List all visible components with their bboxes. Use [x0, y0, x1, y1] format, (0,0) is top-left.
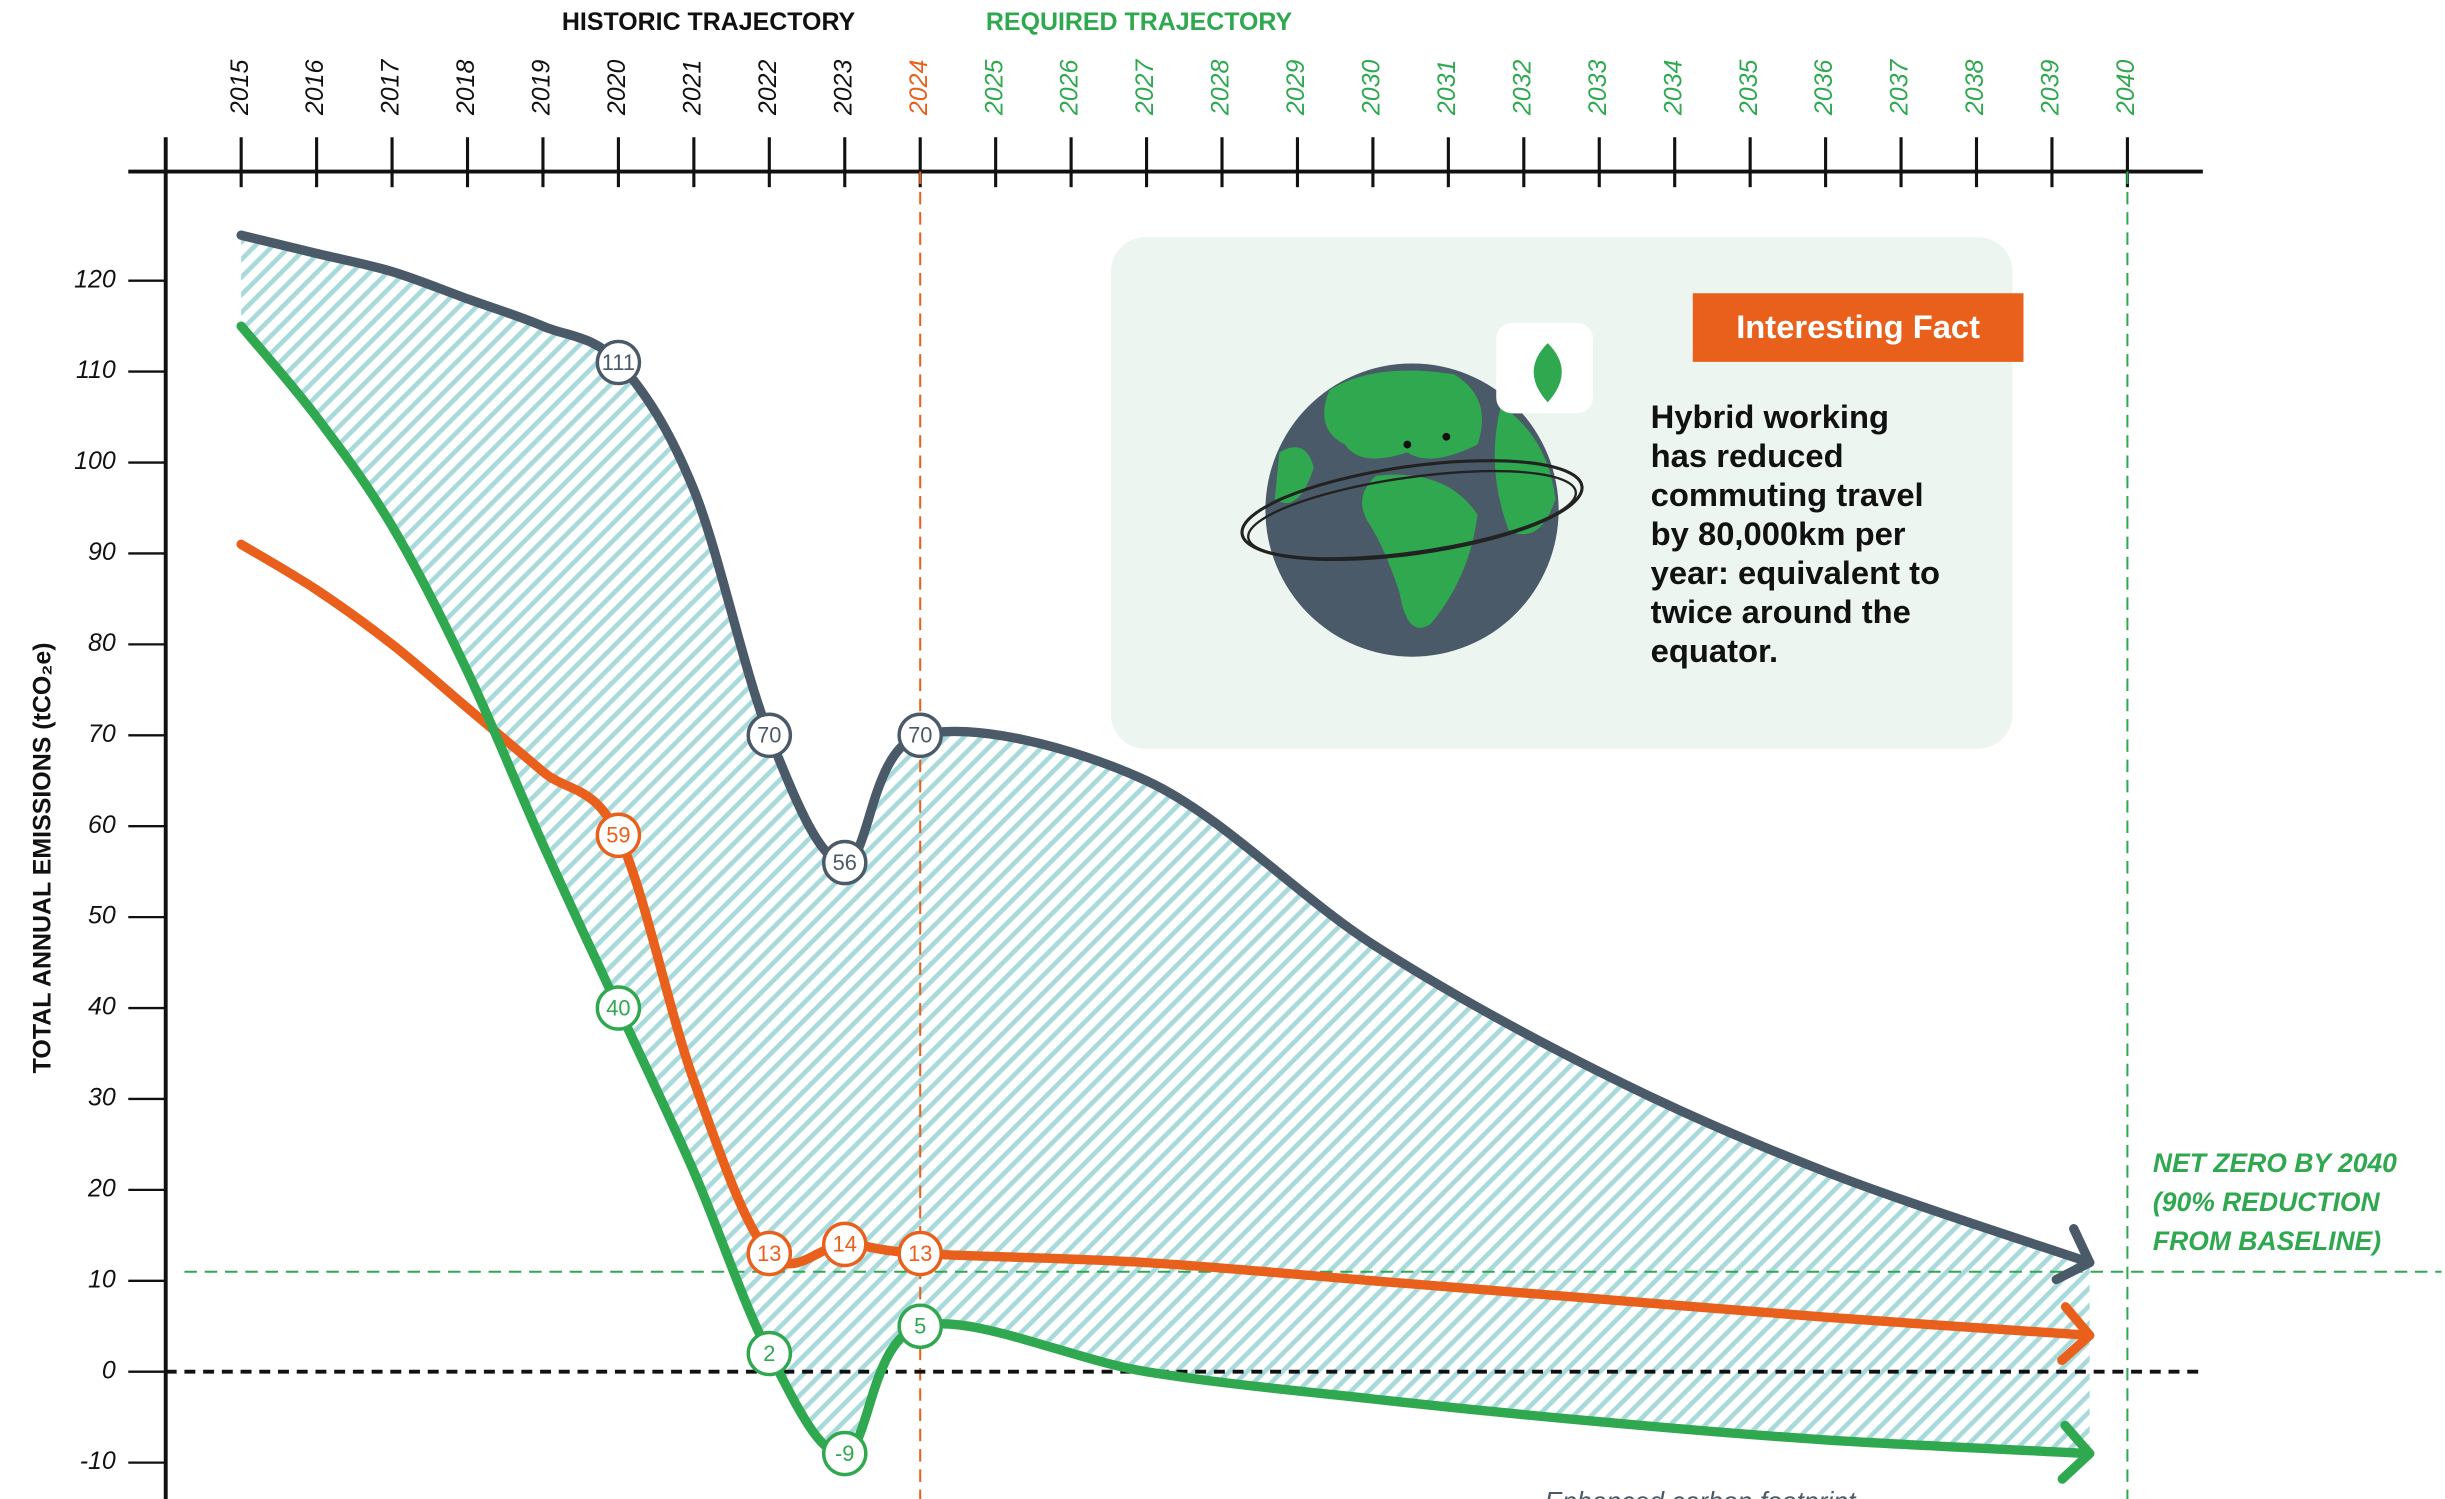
y-tick-label: -10 — [80, 1447, 116, 1475]
data-point — [746, 712, 793, 759]
y-tick-label: 100 — [74, 447, 116, 475]
data-label: 70 — [908, 723, 932, 748]
x-tick-label: 2031 — [1433, 60, 1461, 116]
data-label: 40 — [606, 995, 630, 1020]
y-tick-label: 20 — [87, 1174, 116, 1202]
data-label: 13 — [757, 1241, 781, 1266]
data-point — [595, 812, 642, 859]
x-tick-label: 2034 — [1659, 60, 1687, 116]
y-tick-label: 120 — [74, 265, 116, 293]
arrow-head — [2057, 1302, 2095, 1366]
data-label: 13 — [908, 1241, 932, 1266]
x-tick-label: 2015 — [226, 59, 254, 116]
fact-badge — [1692, 293, 2024, 362]
data-point — [897, 1230, 943, 1277]
y-tick-label: 90 — [88, 538, 116, 566]
y-tick-label: 50 — [88, 902, 116, 930]
target-note: FROM BASELINE) — [2153, 1226, 2381, 1256]
data-point — [897, 1303, 943, 1350]
x-tick-label: 2035 — [1735, 59, 1763, 116]
x-tick-label: 2022 — [754, 59, 782, 116]
x-tick-label: 2027 — [1131, 58, 1159, 116]
data-point — [821, 1221, 868, 1268]
arrow-head — [2051, 1224, 2095, 1285]
x-tick-label: 2023 — [829, 59, 857, 116]
data-point — [595, 339, 642, 386]
data-point — [821, 839, 868, 886]
series-line — [236, 321, 2095, 1459]
arrow-head — [2057, 1420, 2095, 1484]
x-tick-label: 2025 — [980, 59, 1008, 116]
fact-text: equator. — [1651, 632, 1778, 669]
y-tick-label: 0 — [102, 1356, 116, 1384]
data-point — [595, 985, 642, 1031]
data-label: 59 — [606, 823, 630, 848]
y-tick-label: 30 — [88, 1084, 116, 1112]
x-tick-label: 2033 — [1584, 59, 1612, 116]
y-tick-label: 80 — [88, 629, 116, 657]
data-point — [821, 1430, 868, 1477]
x-tick-label: 2037 — [1886, 58, 1914, 116]
x-tick-label: 2039 — [2037, 59, 2065, 116]
y-tick-label: 60 — [88, 811, 116, 839]
fact-text: year: equivalent to — [1651, 554, 1940, 591]
data-label: -9 — [835, 1441, 854, 1466]
fact-text: by 80,000km per — [1651, 515, 1906, 552]
x-tick-label: 2032 — [1508, 59, 1536, 116]
x-tick-label: 2026 — [1056, 59, 1084, 116]
header-left: HISTORIC TRAJECTORY — [562, 8, 856, 36]
x-tick-label: 2019 — [528, 59, 556, 116]
y-tick-label: 110 — [76, 356, 116, 384]
data-label: 2 — [763, 1341, 775, 1366]
y-tick-label: 10 — [88, 1265, 116, 1293]
target-note: (90% REDUCTION — [2153, 1187, 2381, 1217]
x-tick-label: 2021 — [678, 60, 706, 116]
x-tick-label: 2030 — [1358, 59, 1386, 116]
x-tick-label: 2017 — [377, 58, 405, 116]
y-tick-label: 70 — [88, 720, 116, 748]
x-tick-label: 2018 — [452, 59, 480, 116]
footer-note: Enhanced carbon footprint — [1545, 1487, 1857, 1499]
fact-text: twice around the — [1651, 593, 1911, 630]
fact-text: Hybrid working — [1651, 398, 1889, 435]
header-right: REQUIRED TRAJECTORY — [986, 8, 1293, 36]
x-tick-label: 2040 — [2112, 59, 2140, 116]
hatched-band — [241, 235, 2090, 1454]
y-axis-label: TOTAL ANNUAL EMISSIONS (tCO₂e) — [29, 642, 57, 1073]
x-tick-label: 2024 — [905, 60, 933, 116]
data-label: 14 — [833, 1232, 857, 1257]
fact-title: Interesting Fact — [1736, 308, 1980, 345]
data-label: 56 — [833, 850, 857, 875]
data-point — [746, 1230, 793, 1277]
x-tick-label: 2020 — [603, 59, 631, 116]
data-label: 70 — [757, 723, 781, 748]
data-point — [746, 1330, 793, 1377]
target-note: NET ZERO BY 2040 — [2153, 1148, 2397, 1178]
data-point — [897, 712, 943, 759]
x-tick-label: 2038 — [1961, 59, 1989, 116]
x-tick-label: 2028 — [1207, 59, 1235, 116]
data-label: 111 — [602, 350, 635, 375]
data-label: 5 — [914, 1314, 926, 1339]
x-tick-label: 2029 — [1282, 59, 1310, 116]
fact-text: has reduced — [1651, 437, 1844, 474]
x-tick-label: 2016 — [301, 59, 329, 116]
fact-text: commuting travel — [1651, 476, 1924, 513]
x-tick-label: 2036 — [1810, 59, 1838, 116]
y-tick-label: 40 — [88, 993, 116, 1021]
globe-illustration — [1240, 322, 1593, 657]
